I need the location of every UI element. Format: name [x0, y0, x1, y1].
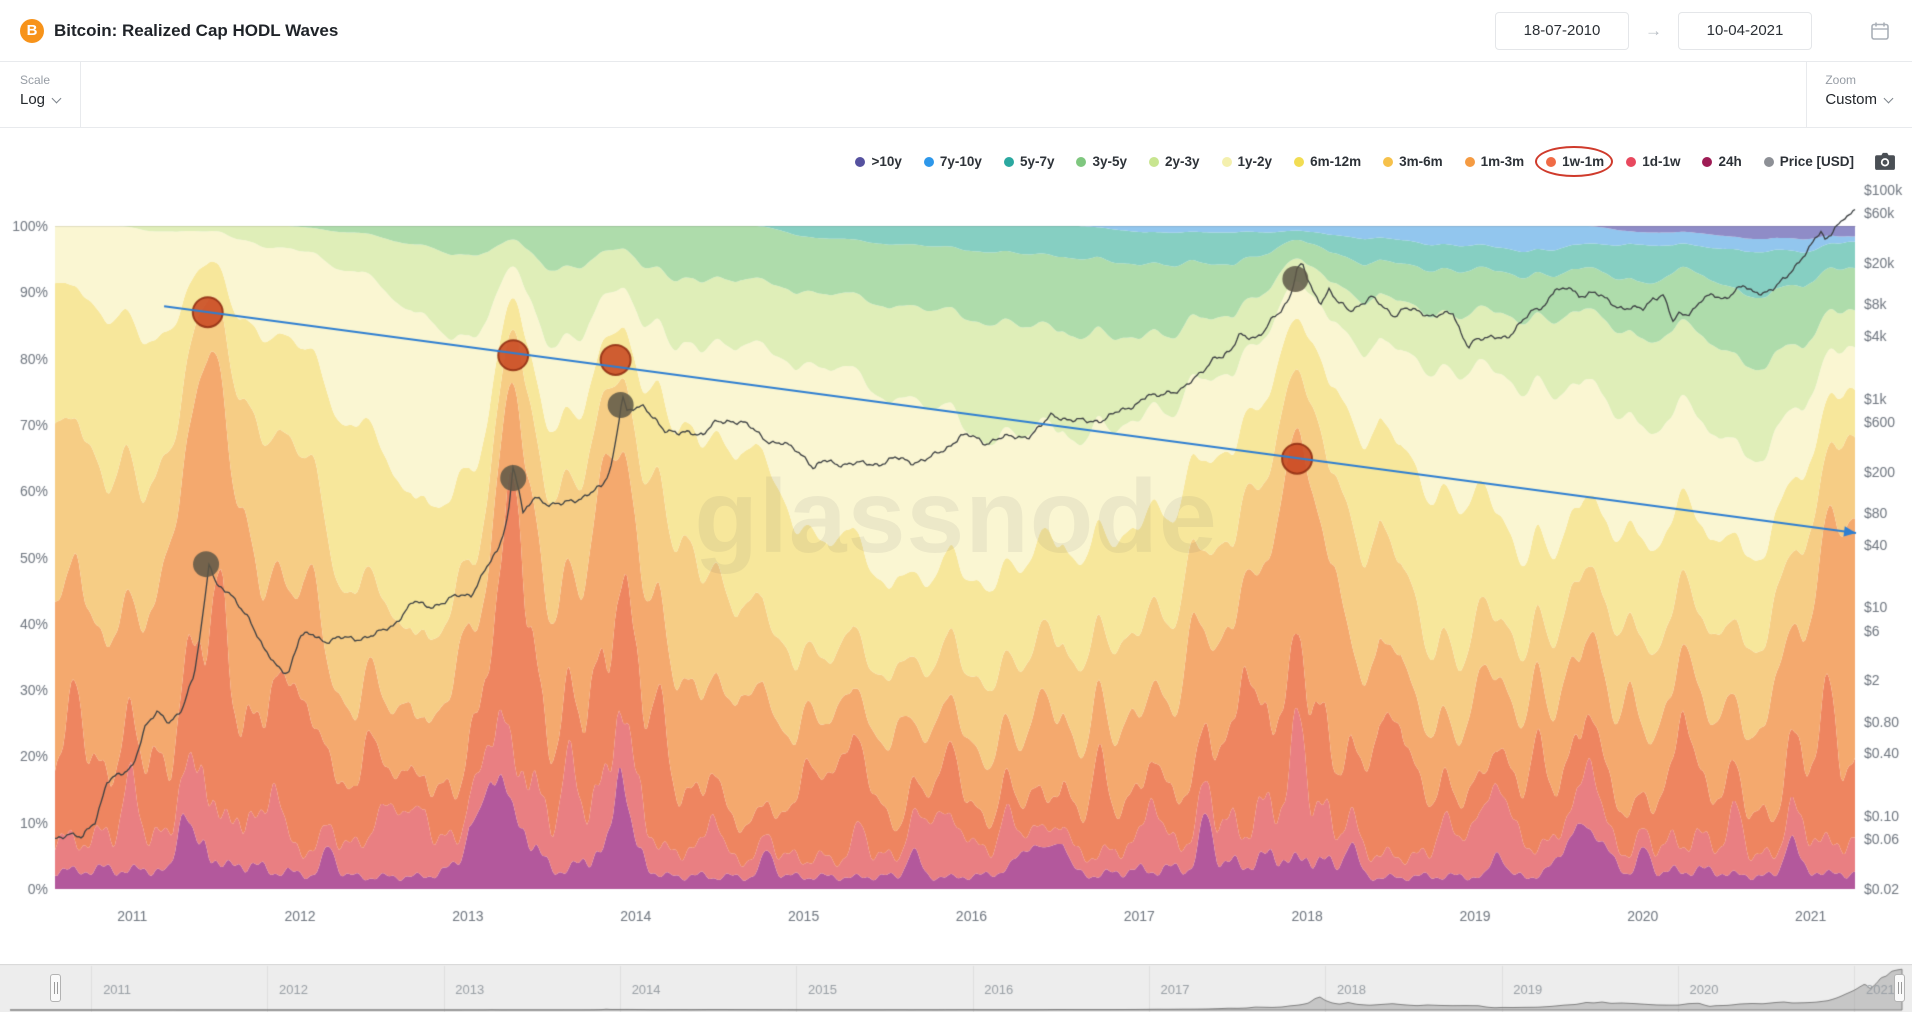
- grip-icon: [1897, 982, 1899, 994]
- legend-item-label: 5y-7y: [1019, 154, 1055, 169]
- legend-item-label: >10y: [871, 154, 902, 169]
- grip-icon: [1900, 982, 1902, 994]
- legend-item-7y-10y[interactable]: 7y-10y: [923, 154, 982, 169]
- chevron-down-icon: [51, 93, 62, 103]
- legend-item-label: 3m-6m: [1399, 154, 1443, 169]
- legend-item-price[interactable]: Price [USD]: [1763, 154, 1854, 169]
- legend-item-1m-3m[interactable]: 1m-3m: [1464, 154, 1525, 169]
- legend-item-1y-2y[interactable]: 1y-2y: [1221, 154, 1273, 169]
- legend-dot: [1763, 156, 1774, 167]
- legend-item-1w-1m[interactable]: 1w-1m: [1535, 146, 1614, 177]
- time-navigator[interactable]: [0, 964, 1912, 1012]
- page-title: Bitcoin: Realized Cap HODL Waves: [54, 20, 339, 40]
- scale-label: Scale: [20, 73, 51, 87]
- legend-dot: [1702, 156, 1713, 167]
- legend-item-label: 1w-1m: [1562, 154, 1605, 169]
- calendar-icon[interactable]: [1870, 21, 1890, 41]
- legend-dot: [1076, 156, 1087, 167]
- chart-section: glassnode >10y7y-10y5y-7y3y-5y2y-3y1y-2y…: [0, 128, 1912, 964]
- legend-item-24h[interactable]: 24h: [1702, 154, 1742, 169]
- legend-item-label: 1d-1w: [1642, 154, 1681, 169]
- legend-item-3m-6m[interactable]: 3m-6m: [1383, 154, 1443, 169]
- date-from-input[interactable]: 18-07-2010: [1495, 11, 1629, 50]
- header: B Bitcoin: Realized Cap HODL Waves 18-07…: [0, 0, 1912, 62]
- legend-item-3y-5y[interactable]: 3y-5y: [1076, 154, 1127, 169]
- legend-item-label: 2y-3y: [1165, 154, 1200, 169]
- legend-item-label: 1y-2y: [1237, 154, 1273, 169]
- legend-item-5y-7y[interactable]: 5y-7y: [1003, 154, 1055, 169]
- legend: >10y 7y-10y 5y-7y 3y-5y 2y-3y 1y-2y 6m-12m 3m-6…: [855, 146, 1854, 177]
- legend-dot: [1464, 156, 1475, 167]
- zoom-value: Custom: [1825, 91, 1877, 108]
- zoom-label: Zoom: [1825, 73, 1856, 87]
- legend-item-label: 6m-12m: [1310, 154, 1362, 169]
- camera-icon: [1875, 152, 1895, 170]
- scale-dropdown[interactable]: Scale Log: [0, 62, 82, 127]
- scale-value: Log: [20, 91, 46, 108]
- toolbar: Scale Log Zoom Custom: [0, 62, 1912, 128]
- legend-item-label: 1m-3m: [1480, 154, 1525, 169]
- legend-dot: [855, 156, 866, 167]
- navigator-left-handle[interactable]: [50, 974, 61, 1002]
- navigator-canvas[interactable]: [0, 964, 1912, 1012]
- legend-item-label: 3y-5y: [1092, 154, 1127, 169]
- range-arrow-icon: →: [1645, 20, 1662, 40]
- legend-dot: [1546, 156, 1557, 167]
- legend-item-6m-12m[interactable]: 6m-12m: [1294, 154, 1361, 169]
- grip-icon: [53, 982, 55, 994]
- grip-icon: [56, 982, 58, 994]
- legend-dot: [1003, 156, 1014, 167]
- legend-item-label: 24h: [1718, 154, 1742, 169]
- camera-button[interactable]: [1874, 152, 1896, 171]
- legend-dot: [1294, 156, 1305, 167]
- chevron-down-icon: [1883, 93, 1894, 103]
- zoom-dropdown[interactable]: Zoom Custom: [1806, 62, 1912, 127]
- legend-dot: [1626, 156, 1637, 167]
- legend-item-1d-1w[interactable]: 1d-1w: [1626, 154, 1680, 169]
- legend-item-label: 7y-10y: [939, 154, 982, 169]
- legend-item-10y-plus[interactable]: >10y: [855, 154, 902, 169]
- legend-dot: [1221, 156, 1232, 167]
- legend-dot: [923, 156, 934, 167]
- hodl-waves-chart-canvas[interactable]: [0, 128, 1912, 964]
- legend-item-2y-3y[interactable]: 2y-3y: [1149, 154, 1200, 169]
- bitcoin-icon: B: [20, 18, 44, 43]
- navigator-right-handle[interactable]: [1894, 974, 1905, 1002]
- legend-dot: [1149, 156, 1159, 167]
- date-range-picker: 18-07-2010 → 10-04-2021: [1495, 11, 1890, 50]
- legend-dot: [1383, 156, 1394, 167]
- date-to-input[interactable]: 10-04-2021: [1678, 11, 1812, 50]
- legend-item-label: Price [USD]: [1779, 154, 1854, 169]
